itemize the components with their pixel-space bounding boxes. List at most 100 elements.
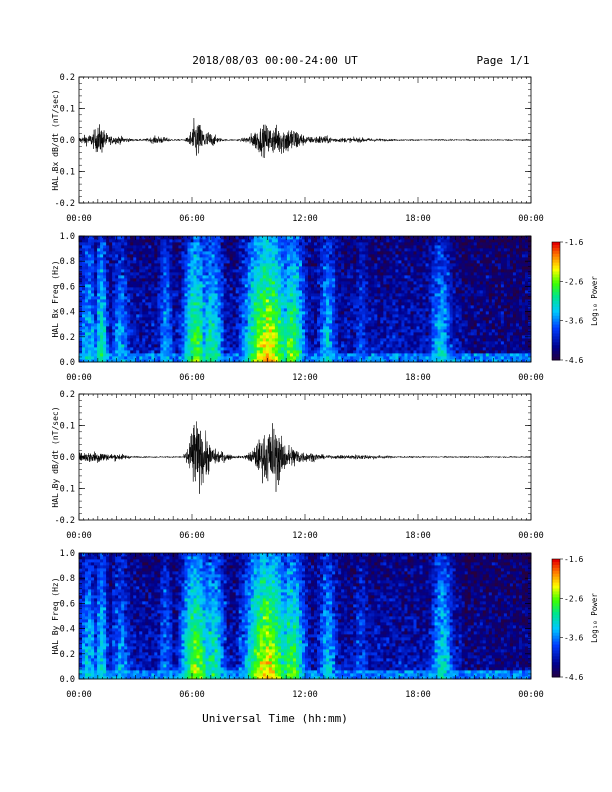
heat-cell [124, 242, 128, 246]
heat-cell [88, 263, 92, 267]
heat-cell [323, 308, 327, 312]
heat-cell [229, 356, 234, 360]
heat-cell [341, 266, 345, 270]
heat-cell [326, 335, 330, 339]
heat-cell [190, 323, 194, 327]
heat-cell [172, 260, 176, 264]
heat-cell [401, 335, 405, 339]
heat-cell [187, 308, 191, 312]
heat-cell [338, 302, 342, 306]
heat-cell [109, 272, 113, 276]
heat-cell [326, 344, 330, 348]
heat-cell [347, 275, 351, 279]
heat-cell [347, 293, 351, 297]
heat-cell [181, 242, 185, 246]
heat-cell [94, 305, 98, 309]
heat-cell [169, 239, 173, 243]
heat-cell [190, 320, 194, 324]
heat-cell [395, 329, 399, 333]
heat-cell [280, 290, 285, 294]
heat-cell [208, 356, 212, 360]
heat-cell [238, 278, 243, 282]
heat-cell [320, 329, 324, 333]
heat-cell [88, 329, 92, 333]
heat-cell [250, 275, 255, 279]
heat-cell [217, 308, 222, 312]
heat-cell [205, 248, 209, 252]
heat-cell [274, 290, 279, 294]
heat-cell [163, 281, 167, 285]
heat-cell [305, 308, 309, 312]
heat-cell [256, 314, 261, 318]
heat-cell [377, 344, 381, 348]
heat-cell [157, 347, 161, 351]
heat-cell [103, 305, 107, 309]
heat-cell [383, 296, 387, 300]
heat-cell [133, 341, 137, 345]
heat-cell [365, 329, 369, 333]
heat-cell [235, 239, 240, 243]
heat-cell [85, 290, 89, 294]
heat-cell [271, 350, 276, 354]
heat-cell [329, 284, 333, 288]
heat-cell [235, 344, 240, 348]
heat-cell [199, 335, 203, 339]
heat-cell [244, 245, 249, 249]
heat-cell [353, 281, 357, 285]
heat-cell [196, 296, 200, 300]
heat-cell [205, 332, 209, 336]
heat-cell [127, 338, 131, 342]
heat-cell [193, 278, 197, 282]
heat-cell [148, 317, 152, 321]
heat-cell [211, 266, 215, 270]
heat-cell [109, 296, 113, 300]
heat-cell [308, 314, 312, 318]
heat-cell [341, 353, 345, 357]
heat-cell [244, 290, 249, 294]
heat-cell [317, 347, 321, 351]
heat-cell [286, 251, 291, 255]
heat-cell [154, 344, 158, 348]
heat-cell [217, 287, 222, 291]
heat-cell [235, 302, 240, 306]
heat-cell [169, 335, 173, 339]
heat-cell [368, 269, 372, 273]
heat-cell [82, 281, 86, 285]
heat-cell [392, 290, 396, 294]
heat-cell [133, 347, 137, 351]
heat-cell [223, 317, 228, 321]
heat-cell [277, 269, 282, 273]
heat-cell [359, 239, 363, 243]
heat-cell [79, 272, 83, 276]
heat-cell [202, 278, 206, 282]
heat-cell [265, 332, 270, 336]
heat-cell [115, 347, 119, 351]
heat-cell [407, 302, 411, 306]
heat-cell [190, 251, 194, 255]
heat-cell [241, 353, 246, 357]
heat-cell [308, 263, 312, 267]
heat-cell [398, 320, 402, 324]
heat-cell [139, 275, 143, 279]
heat-cell [112, 260, 116, 264]
heat-cell [274, 314, 279, 318]
heat-cell [178, 251, 182, 255]
heat-cell [100, 308, 104, 312]
heat-cell [124, 278, 128, 282]
heat-cell [350, 296, 354, 300]
x-tick-label: 00:00 [518, 214, 544, 224]
heat-cell [121, 242, 125, 246]
heat-cell [326, 299, 330, 303]
heat-cell [127, 260, 131, 264]
heat-cell [178, 236, 182, 240]
heat-cell [305, 302, 309, 306]
heat-cell [130, 329, 134, 333]
heat-cell [142, 353, 146, 357]
heat-cell [88, 341, 92, 345]
heat-cell [359, 359, 363, 363]
heat-cell [380, 314, 384, 318]
heat-cell [106, 323, 110, 327]
heat-cell [301, 251, 306, 255]
heat-cell [259, 257, 264, 261]
heat-cell [238, 338, 243, 342]
